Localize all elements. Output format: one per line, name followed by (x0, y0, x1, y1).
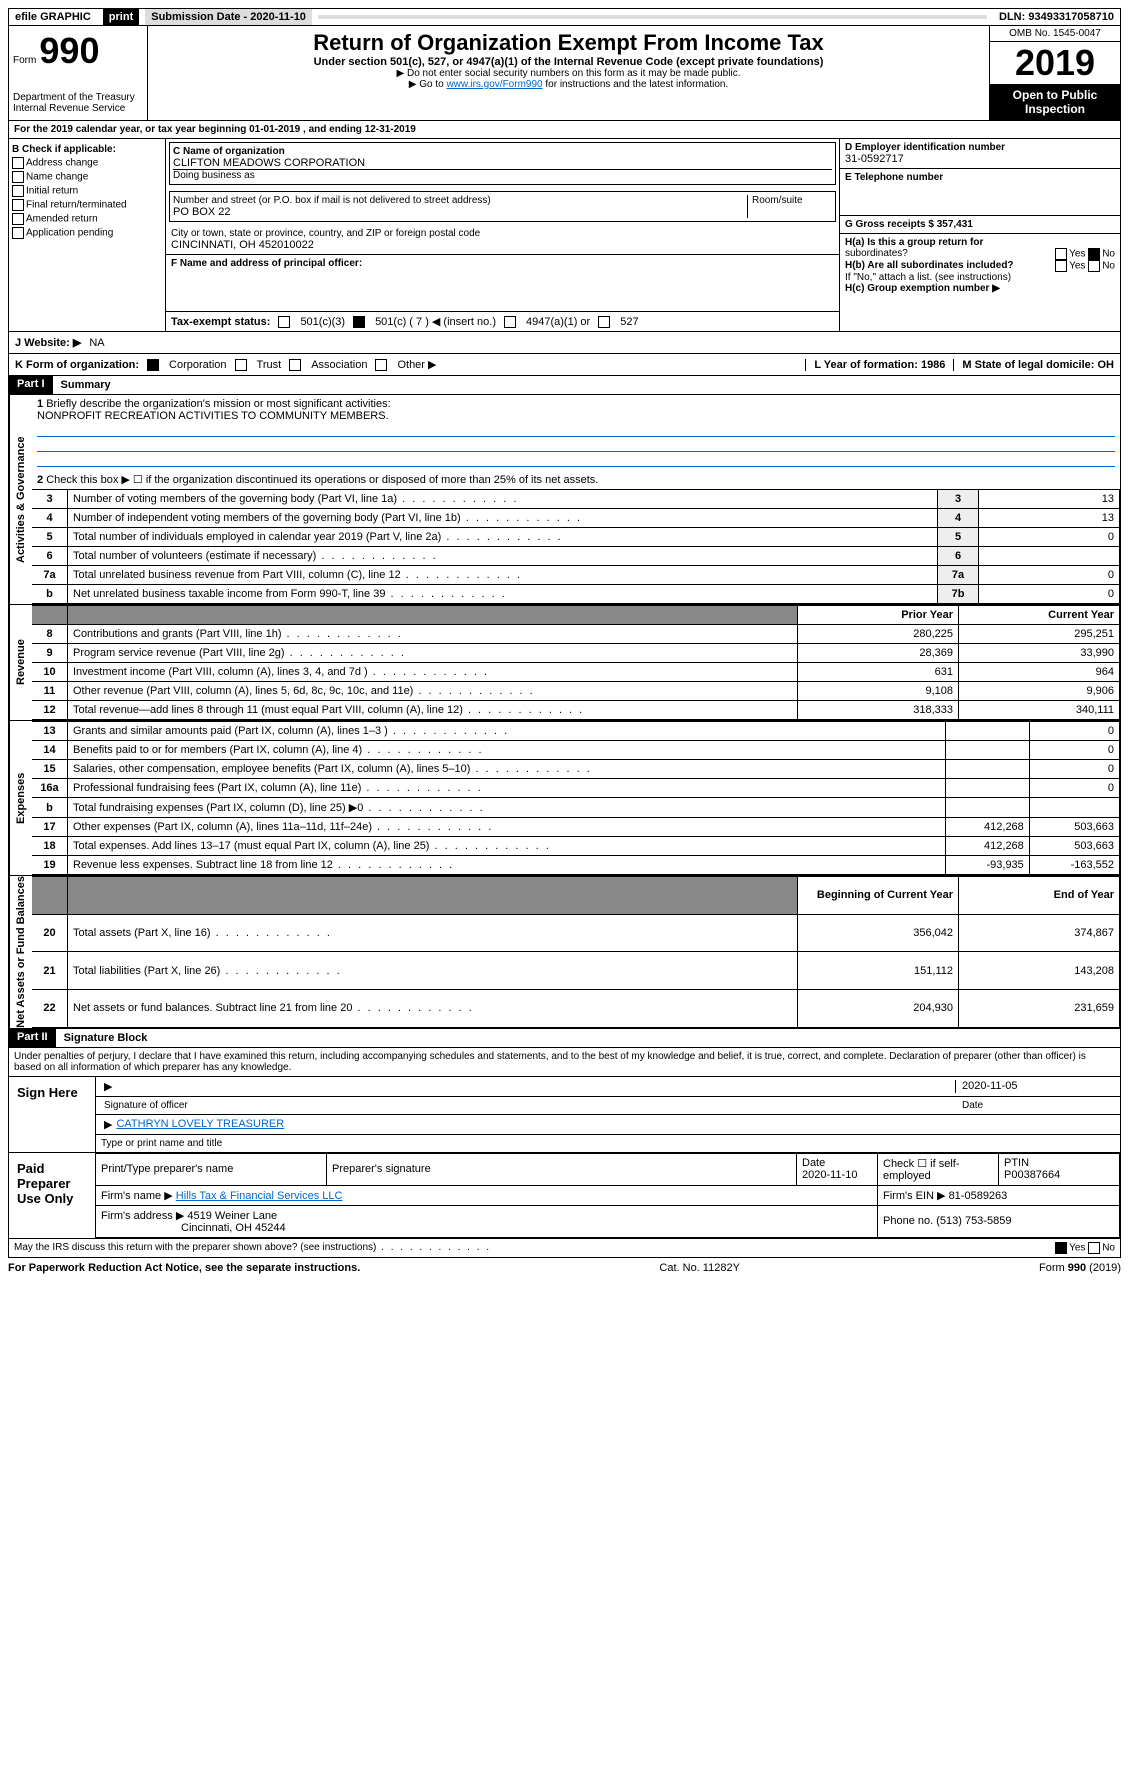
form-note2: ▶ Go to www.irs.gov/Form990 for instruct… (152, 79, 985, 90)
table-expenses: 13Grants and similar amounts paid (Part … (32, 721, 1120, 875)
top-toolbar: efile GRAPHIC print Submission Date - 20… (8, 8, 1121, 26)
website-value: NA (89, 337, 104, 349)
table-ag: 3Number of voting members of the governi… (32, 489, 1120, 604)
submission-date: Submission Date - 2020-11-10 (145, 9, 312, 25)
col-b: B Check if applicable: Address change Na… (9, 139, 166, 331)
gross-receipts: G Gross receipts $ 357,431 (840, 216, 1120, 234)
side-revenue: Revenue (9, 605, 32, 720)
side-expenses: Expenses (9, 721, 32, 875)
side-activities: Activities & Governance (9, 395, 32, 604)
form-note1: ▶ Do not enter social security numbers o… (152, 68, 985, 79)
org-address: PO BOX 22 (173, 206, 747, 218)
declaration: Under penalties of perjury, I declare th… (8, 1048, 1121, 1077)
efile-label: efile GRAPHIC (9, 9, 97, 25)
form-header: Form 990 Department of the Treasury Inte… (8, 26, 1121, 121)
print-button[interactable]: print (103, 9, 139, 25)
footer-mid: Cat. No. 11282Y (659, 1262, 740, 1274)
chk-name: Name change (12, 171, 162, 183)
officer-name: CATHRYN LOVELY TREASURER (116, 1118, 284, 1131)
dln-label: DLN: 93493317058710 (993, 9, 1120, 25)
chk-address: Address change (12, 157, 162, 169)
sign-here-block: Sign Here 2020-11-05 Signature of office… (8, 1077, 1121, 1153)
form-title: Return of Organization Exempt From Incom… (152, 30, 985, 56)
irs-label: Internal Revenue Service (13, 103, 143, 114)
table-revenue: Prior YearCurrent Year8Contributions and… (32, 605, 1120, 720)
tax-year: 2019 (990, 42, 1120, 84)
mission: NONPROFIT RECREATION ACTIVITIES TO COMMU… (37, 410, 389, 422)
dept-label: Department of the Treasury (13, 92, 143, 103)
form-word: Form (13, 55, 36, 66)
omb-number: OMB No. 1545-0047 (990, 26, 1120, 42)
ein: 31-0592717 (845, 153, 1115, 165)
chk-initial: Initial return (12, 185, 162, 197)
part1-header: Part I (9, 376, 53, 394)
chk-amended: Amended return (12, 213, 162, 225)
toolbar-spacer (318, 15, 987, 19)
part2-header: Part II (9, 1029, 56, 1047)
chk-pending: Application pending (12, 227, 162, 239)
table-netassets: Beginning of Current YearEnd of Year20To… (32, 876, 1120, 1028)
side-netassets: Net Assets or Fund Balances (9, 876, 32, 1028)
form-subtitle: Under section 501(c), 527, or 4947(a)(1)… (152, 56, 985, 68)
org-city: CINCINNATI, OH 452010022 (171, 239, 834, 251)
paid-preparer-block: Paid Preparer Use Only Print/Type prepar… (8, 1153, 1121, 1239)
section-a: For the 2019 calendar year, or tax year … (8, 121, 1121, 139)
block-b-through-h: B Check if applicable: Address change Na… (8, 139, 1121, 332)
chk-final: Final return/terminated (12, 199, 162, 211)
footer-left: For Paperwork Reduction Act Notice, see … (8, 1262, 360, 1274)
footer-right: Form 990 (2019) (1039, 1262, 1121, 1274)
org-name: CLIFTON MEADOWS CORPORATION (173, 157, 832, 169)
form-number: 990 (39, 30, 99, 71)
irs-link[interactable]: www.irs.gov/Form990 (446, 79, 542, 90)
